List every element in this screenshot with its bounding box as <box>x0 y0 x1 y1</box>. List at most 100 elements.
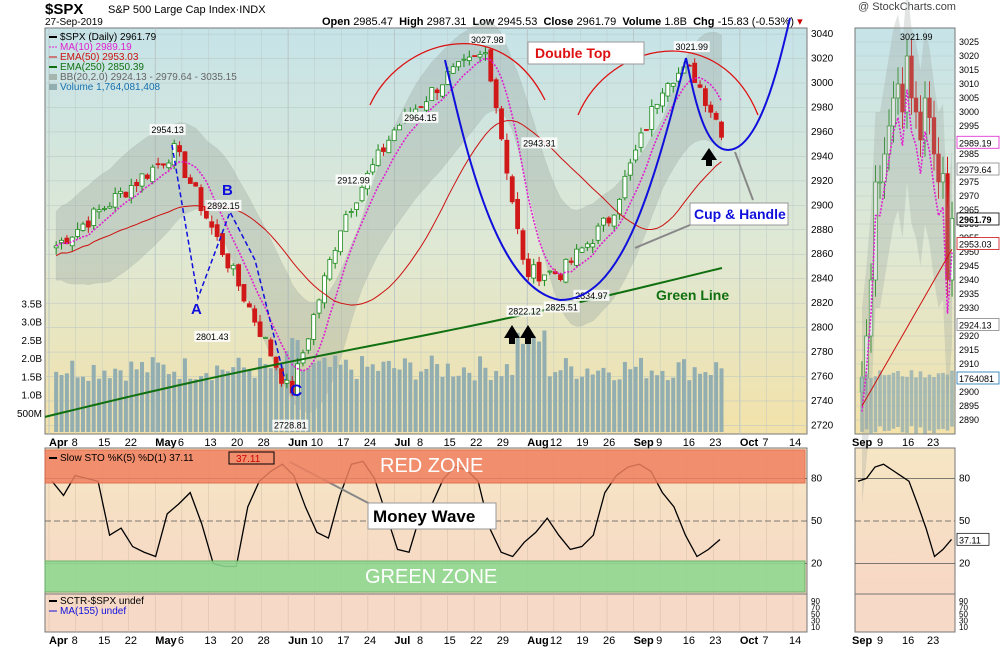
candle-body <box>563 258 569 283</box>
volume-bar <box>193 379 198 432</box>
side-date-tick-bottom: 23 <box>927 635 939 647</box>
legend-ema50: EMA(50) 2953.03 <box>60 52 139 63</box>
side-price-tick: 2945 <box>959 261 979 271</box>
volume-bar <box>381 361 386 432</box>
candle-body <box>568 260 574 263</box>
side-volume-bar <box>900 376 905 433</box>
candle-body <box>214 224 220 237</box>
price-tick: 2760 <box>811 372 834 383</box>
volume-bar <box>80 376 85 432</box>
volume-bar <box>676 362 681 432</box>
volume-bar <box>510 374 515 432</box>
side-candle <box>877 181 883 184</box>
candle-body <box>450 66 456 74</box>
candle-body <box>305 338 311 351</box>
price-tick: 2980 <box>811 102 834 113</box>
date-tick: 22 <box>470 437 482 449</box>
volume-bar <box>247 370 252 432</box>
volume-label: Volume <box>622 16 662 28</box>
volume-bar <box>204 373 209 432</box>
candle-body <box>525 258 531 277</box>
volume-bar <box>327 366 332 432</box>
side-value-label: 2953.03 <box>959 240 992 250</box>
price-label: 2892.15 <box>207 201 240 211</box>
candle-body <box>96 209 102 213</box>
price-tick: 2840 <box>811 274 834 285</box>
money-wave-label: Money Wave <box>373 507 475 526</box>
candle-body <box>595 225 601 241</box>
date-tick: Apr <box>49 437 69 449</box>
volume-bar <box>665 380 670 432</box>
volume-bar <box>370 364 375 432</box>
volume-bar <box>483 367 488 432</box>
side-candle <box>936 153 941 183</box>
volume-bar <box>419 371 424 432</box>
volume-bar <box>220 369 225 432</box>
date-tick: 15 <box>444 437 456 449</box>
side-price-tick: 2920 <box>959 331 979 341</box>
date-tick: Jul <box>394 437 410 449</box>
side-value-box <box>956 371 1000 385</box>
volume-bar <box>236 357 241 432</box>
sto-tick: 20 <box>811 559 823 570</box>
price-tick: 3000 <box>811 78 834 89</box>
candle-body <box>322 275 327 304</box>
candle-body <box>144 174 150 179</box>
side-volume-bar <box>891 372 896 429</box>
volume-tick: 3.5B <box>21 299 42 310</box>
side-volume-bar <box>923 377 927 434</box>
side-price-tick: 2950 <box>959 247 979 257</box>
date-tick-bottom: 23 <box>709 635 721 647</box>
candle-body <box>177 145 182 153</box>
volume-bar <box>252 377 257 432</box>
candle-body <box>241 284 247 302</box>
candle-body <box>670 82 676 87</box>
date-tick: 20 <box>231 437 243 449</box>
side-price-tick: 2995 <box>959 121 979 131</box>
green-zone <box>44 560 806 593</box>
volume-bar <box>622 361 627 432</box>
side-volume-bar <box>896 371 900 428</box>
side-price-tick: 3010 <box>959 79 979 89</box>
volume-tick: 1.0B <box>21 391 42 402</box>
side-candle <box>927 97 932 118</box>
side-candle <box>873 181 878 281</box>
candle-body <box>611 214 617 227</box>
date-tick-bottom: 13 <box>204 635 216 647</box>
candle-body <box>187 177 193 184</box>
date-tick: 7 <box>762 437 768 449</box>
volume-bar <box>504 364 509 432</box>
side-volume-bar <box>864 373 869 430</box>
volume-bar <box>424 368 429 432</box>
ohlc-summary: Open 2985.47 High 2987.31 Low 2945.53 Cl… <box>322 16 803 28</box>
candle-body <box>461 58 467 61</box>
candle-body <box>499 108 504 140</box>
red-zone-label: RED ZONE <box>380 455 483 477</box>
volume-bar <box>354 378 359 432</box>
side-sctr-panel <box>854 593 956 633</box>
volume-bar <box>392 368 397 432</box>
volume-bar <box>231 367 236 432</box>
volume-bar <box>617 379 622 432</box>
volume-bar <box>703 372 708 432</box>
date-tick-bottom: Oct <box>740 635 759 647</box>
volume-bar <box>64 373 69 432</box>
date-tick: 13 <box>204 437 216 449</box>
side-sctr-tick: 50 <box>959 610 968 619</box>
date-tick-bottom: 20 <box>231 635 243 647</box>
sto-value-highlight: 37.11 <box>236 454 261 465</box>
candle-body <box>665 83 671 97</box>
volume-bar <box>107 378 112 432</box>
candle-body <box>166 162 172 169</box>
candle-body <box>128 185 134 199</box>
candle-body <box>327 259 333 280</box>
price-label: 2825.51 <box>545 302 578 312</box>
stockcharts-brand[interactable]: @ StockCharts.com <box>858 1 956 13</box>
open-value: 2985.47 <box>353 16 393 28</box>
sctr-tick: 50 <box>811 610 820 619</box>
legend-volume: Volume 1,764,081,408 <box>60 82 161 93</box>
side-sto-value: 37.11 <box>959 535 981 545</box>
sctr-tick: 10 <box>811 623 820 632</box>
side-volume-bar <box>882 375 887 432</box>
sto-tick: 50 <box>811 516 823 527</box>
